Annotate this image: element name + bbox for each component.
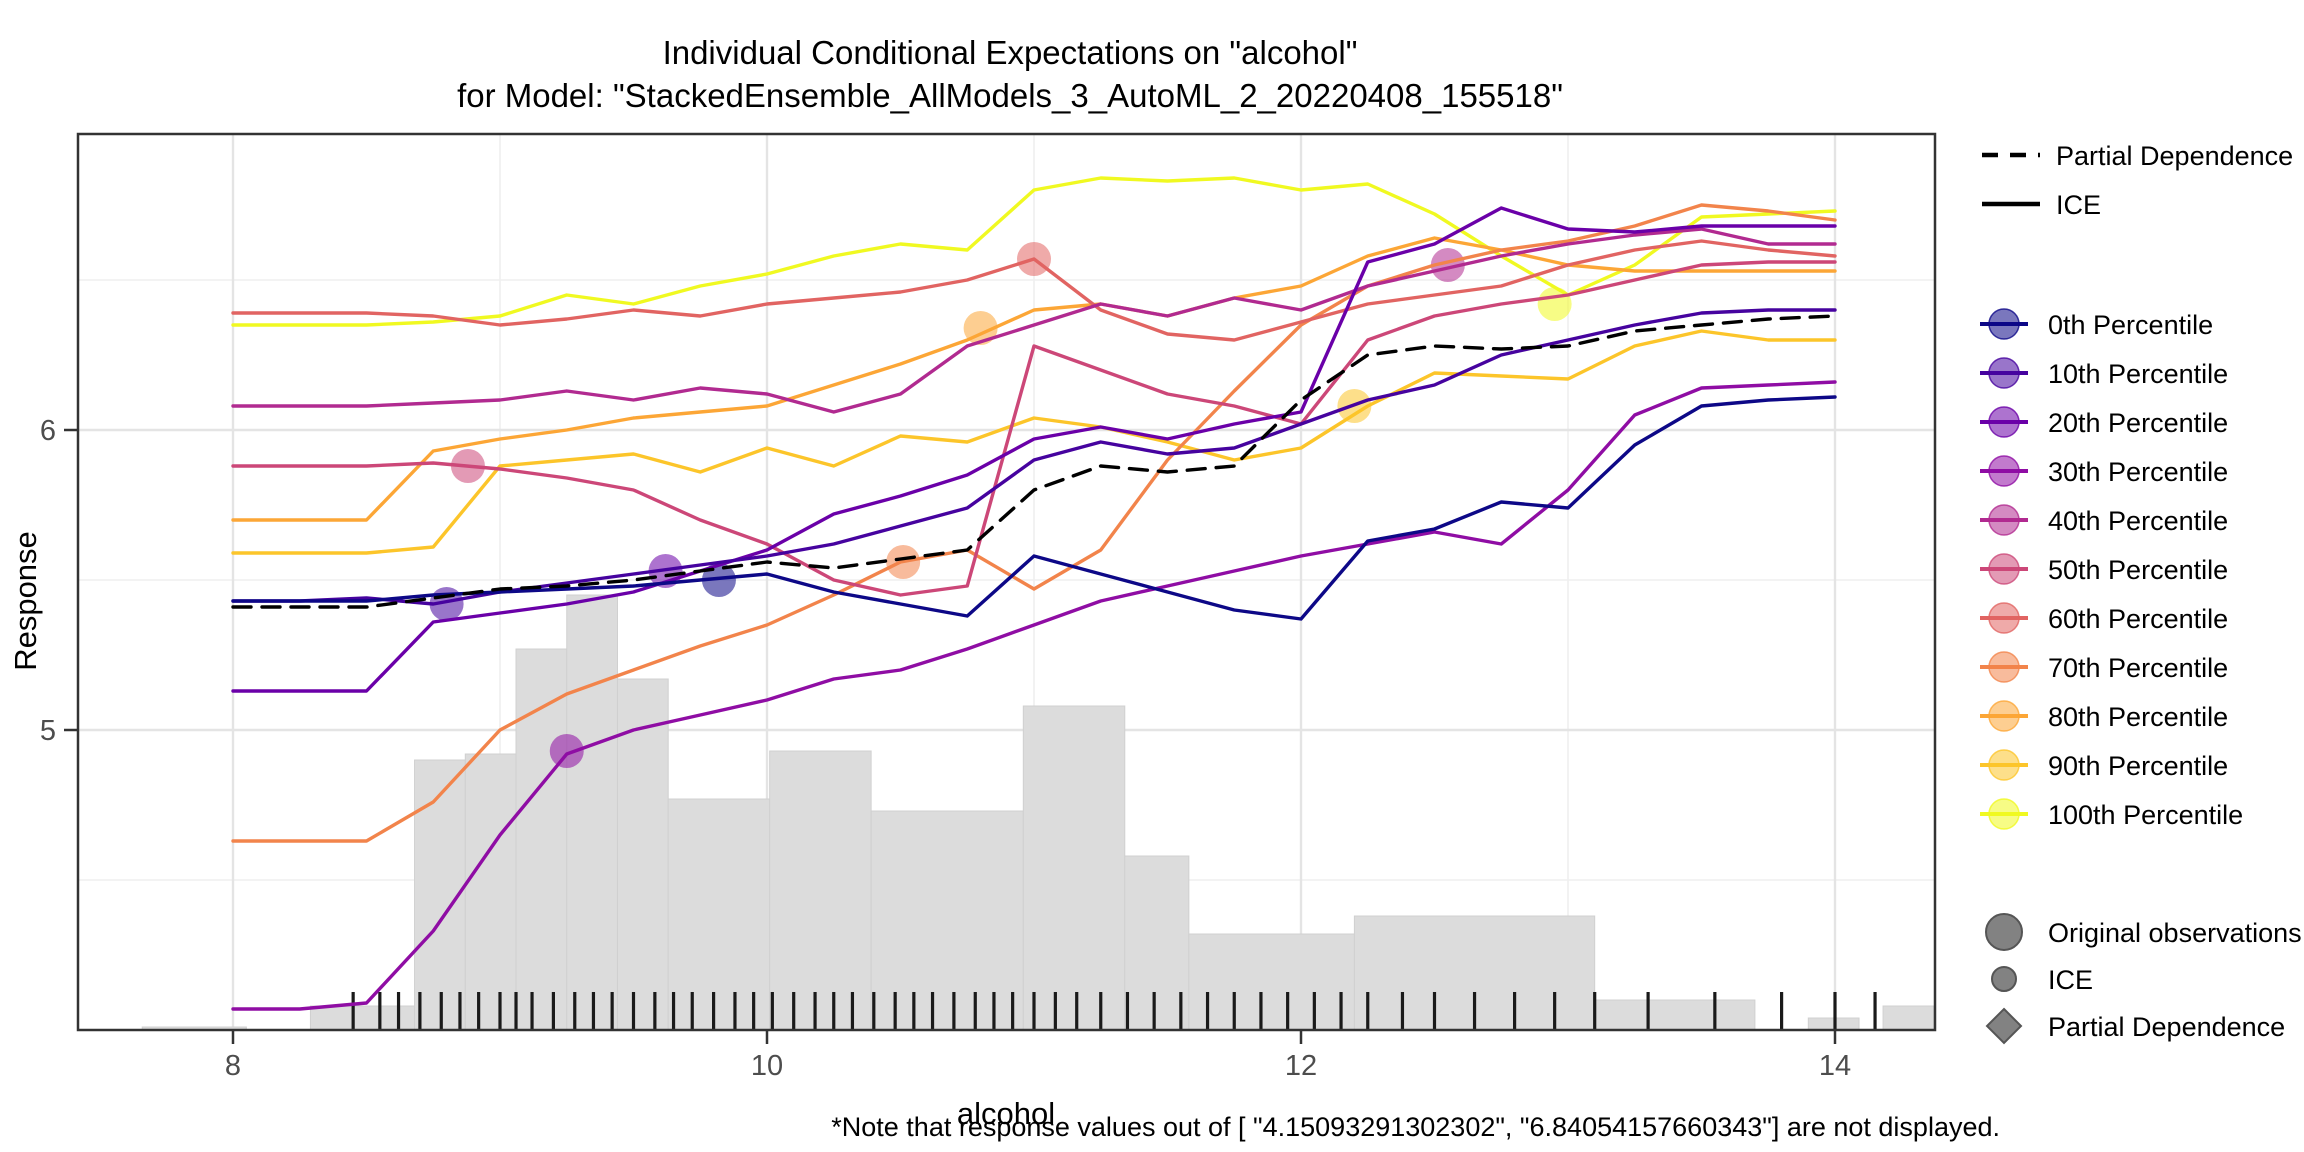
legend-item-100th-percentile: 100th Percentile: [1980, 798, 2243, 830]
histogram-bar: [1188, 933, 1355, 1031]
legend-label: 100th Percentile: [2048, 800, 2243, 830]
legend-label: Original observations: [2048, 918, 2302, 948]
small-circle-icon: [1991, 966, 2017, 992]
legend-item-40th-percentile: 40th Percentile: [1980, 504, 2228, 536]
ice-lines: [231, 176, 1837, 1011]
legend-item-0th-percentile: 0th Percentile: [1980, 308, 2213, 340]
legend-label: Partial Dependence: [2056, 141, 2293, 171]
percentile-key-circle-icon: [1988, 651, 2020, 683]
ice-line-40th-percentile: [231, 227, 1837, 414]
legend-label: 50th Percentile: [2048, 555, 2228, 585]
chart-title-line2: for Model: "StackedEnsemble_AllModels_3_…: [457, 77, 1563, 114]
y-tick-label: 6: [40, 415, 56, 447]
x-tick-label: 10: [751, 1050, 783, 1082]
ice-line-0th-percentile: [231, 395, 1837, 621]
histogram-bar: [616, 678, 669, 1031]
percentile-key-circle-icon: [1988, 749, 2020, 781]
panel-border: [76, 132, 1937, 1032]
ice-line-70th-percentile: [231, 203, 1837, 843]
histogram-bar: [769, 750, 872, 1031]
histogram-bar: [1022, 705, 1126, 1031]
ice-line-50th-percentile: [231, 260, 1837, 597]
legend-item-partial-dependence-shape: Partial Dependence: [1985, 1007, 2285, 1045]
percentile-key-circle-icon: [1988, 455, 2020, 487]
legend-item-20th-percentile: 20th Percentile: [1980, 406, 2228, 438]
percentile-key-circle-icon: [1988, 700, 2020, 732]
pdp-line: [231, 314, 1837, 609]
ice-line-60th-percentile: [231, 239, 1837, 342]
legend-item-80th-percentile: 80th Percentile: [1980, 700, 2228, 732]
x-axis-title: alcohol: [957, 1096, 1055, 1131]
legend-label: 40th Percentile: [2048, 506, 2228, 536]
legend-label: 70th Percentile: [2048, 653, 2228, 683]
diamond-icon: [1985, 1007, 2023, 1045]
legend-item-60th-percentile: 60th Percentile: [1980, 602, 2228, 634]
percentile-key-circle-icon: [1988, 357, 2020, 389]
legend-label: 0th Percentile: [2048, 310, 2213, 340]
observation-dot-100th-percentile: [1537, 287, 1572, 321]
legend-item-ice-line: ICE: [1982, 190, 2101, 220]
histogram-bar: [515, 648, 568, 1031]
histogram: [141, 594, 1935, 1031]
footnote: *Note that response values out of [ "4.1…: [831, 1112, 2000, 1142]
observation-dot-40th-percentile: [1430, 248, 1465, 282]
percentile-key-circle-icon: [1988, 553, 2020, 585]
legend: Partial Dependence ICE 0th Percentile 10th …: [1980, 141, 2302, 1045]
percentile-key-circle-icon: [1988, 308, 2020, 340]
legend-item-90th-percentile: 90th Percentile: [1980, 749, 2228, 781]
observation-dot-30th-percentile: [549, 734, 584, 768]
x-tick-label: 8: [225, 1050, 241, 1082]
percentile-key-circle-icon: [1988, 602, 2020, 634]
histogram-bar: [667, 798, 771, 1031]
legend-label: ICE: [2048, 965, 2093, 995]
histogram-bar: [1882, 1005, 1935, 1031]
large-circle-icon: [1985, 913, 2023, 951]
legend-label: 60th Percentile: [2048, 604, 2228, 634]
legend-label: Partial Dependence: [2048, 1012, 2285, 1042]
x-tick-label: 12: [1285, 1050, 1317, 1082]
legend-label: 80th Percentile: [2048, 702, 2228, 732]
legend-item-70th-percentile: 70th Percentile: [1980, 651, 2228, 683]
histogram-bar: [1594, 999, 1756, 1031]
legend-item-partial-dependence-line: Partial Dependence: [1982, 141, 2293, 171]
legend-label: 30th Percentile: [2048, 457, 2228, 487]
legend-item-ice-shape: ICE: [1991, 965, 2093, 995]
legend-label: 10th Percentile: [2048, 359, 2228, 389]
histogram-bar: [566, 594, 618, 1031]
histogram-bar: [1124, 855, 1190, 1031]
ice-line-20th-percentile: [231, 206, 1837, 693]
ice-line-90th-percentile: [231, 329, 1837, 555]
y-axis-title: Response: [8, 531, 43, 671]
x-tick-label: 14: [1819, 1050, 1851, 1082]
legend-item-50th-percentile: 50th Percentile: [1980, 553, 2228, 585]
chart-title-line1: Individual Conditional Expectations on "…: [663, 34, 1358, 71]
legend-label: ICE: [2056, 190, 2101, 220]
legend-item-10th-percentile: 10th Percentile: [1980, 357, 2228, 389]
percentile-key-circle-icon: [1988, 798, 2020, 830]
axis-ticks: 8 10 12 14 5 6: [40, 415, 1851, 1082]
legend-item-30th-percentile: 30th Percentile: [1980, 455, 2228, 487]
percentile-key-circle-icon: [1988, 406, 2020, 438]
legend-item-original-observations-shape: Original observations: [1985, 913, 2302, 951]
percentile-key-circle-icon: [1988, 504, 2020, 536]
histogram-bar: [464, 753, 517, 1031]
ice-line-30th-percentile: [231, 380, 1837, 1011]
rug-marks: [351, 992, 1877, 1029]
y-tick-label: 5: [40, 715, 56, 747]
legend-label: 90th Percentile: [2048, 751, 2228, 781]
legend-label: 20th Percentile: [2048, 408, 2228, 438]
